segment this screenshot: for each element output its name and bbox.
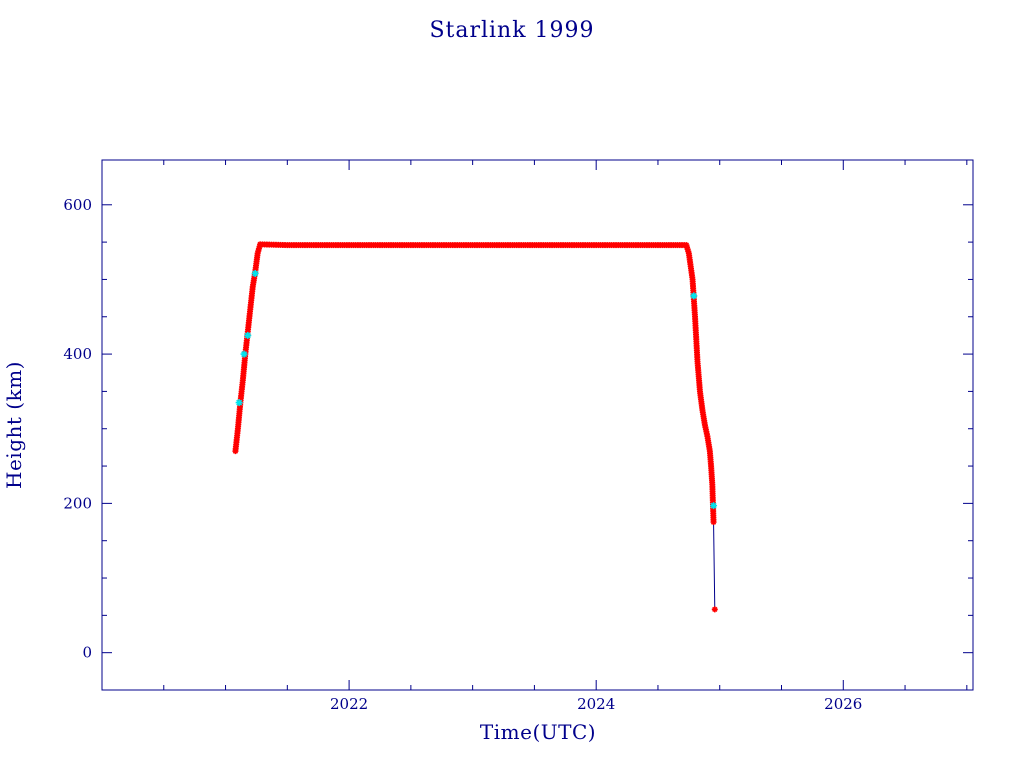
- x-axis-label: Time(UTC): [480, 720, 596, 744]
- highlight-point: [244, 331, 252, 339]
- axis-tick-labels: 2022 2024 2026 0 200 400 600: [63, 196, 862, 713]
- chart-title: Starlink 1999: [429, 18, 594, 43]
- y-tick-label: 200: [63, 494, 92, 512]
- y-axis-label: Height (km): [2, 361, 26, 489]
- highlight-point: [240, 350, 248, 358]
- highlight-point: [690, 292, 698, 300]
- y-tick-label: 0: [82, 644, 92, 662]
- highlight-point: [235, 399, 243, 407]
- data-point: [711, 606, 718, 613]
- y-tick-label: 400: [63, 345, 92, 363]
- highlight-point: [251, 269, 259, 277]
- axis-ticks: [102, 160, 973, 690]
- data-series: [232, 241, 718, 613]
- plot-frame: [101, 159, 974, 691]
- x-tick-label: 2024: [577, 695, 615, 713]
- data-point: [710, 519, 717, 526]
- highlight-point: [710, 502, 718, 510]
- x-tick-label: 2022: [330, 695, 368, 713]
- series-line: [234, 243, 716, 610]
- y-tick-label: 600: [63, 196, 92, 214]
- x-tick-label: 2026: [824, 695, 862, 713]
